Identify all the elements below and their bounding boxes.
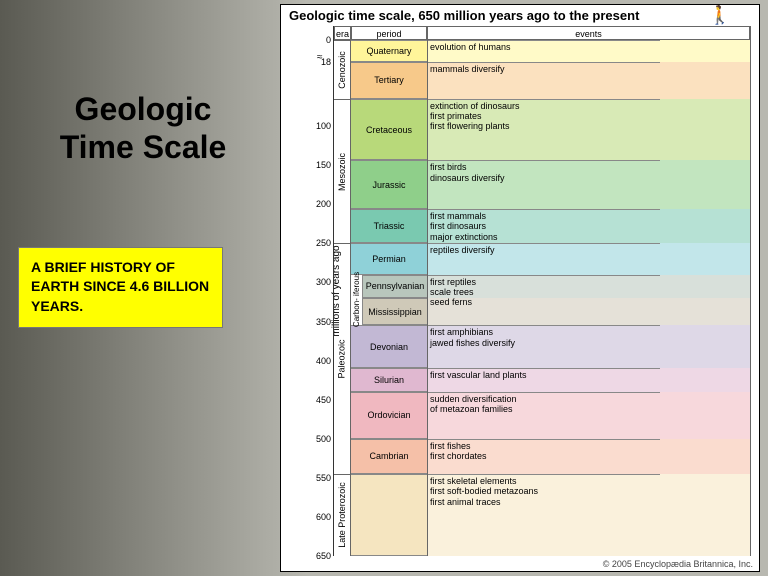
event-text: first vascular land plants [427, 368, 660, 381]
column-header-events: events [427, 26, 750, 40]
title-line-1: Geologic [75, 91, 212, 127]
period-devonian: Devonian [351, 325, 427, 368]
period-ordovician: Ordovician [351, 392, 427, 439]
y-tick: 250 [309, 238, 331, 248]
sub-era-carboniferous: Carbon- iferous [351, 275, 363, 326]
column-header-era: era [334, 26, 351, 40]
y-tick: 500 [309, 434, 331, 444]
event-text: first birdsdinosaurs diversify [427, 160, 660, 184]
period-precambrian [351, 474, 427, 556]
era-cenozoic: Cenozoic [334, 40, 351, 99]
period-tertiary: Tertiary [351, 62, 427, 99]
subtitle-box: A BRIEF HISTORY OF EARTH SINCE 4.6 BILLI… [18, 247, 223, 328]
y-tick: 400 [309, 356, 331, 366]
period-silurian: Silurian [351, 368, 427, 391]
event-text: first amphibiansjawed fishes diversify [427, 325, 660, 349]
y-tick: 200 [309, 199, 331, 209]
period-cambrian: Cambrian [351, 439, 427, 474]
period-mississippian: Mississippian [363, 298, 427, 325]
event-text: extinction of dinosaursfirst primatesfir… [427, 99, 660, 133]
event-text: evolution of humans [427, 40, 660, 53]
page-title: Geologic Time Scale [18, 90, 268, 167]
period-quaternary: Quaternary [351, 40, 427, 62]
title-line-2: Time Scale [60, 129, 227, 165]
y-tick: 550 [309, 473, 331, 483]
event-text: first fishesfirst chordates [427, 439, 660, 463]
event-text: first reptilesscale treesseed ferns [427, 275, 660, 309]
column-header-period: period [351, 26, 427, 40]
scale-break-icon: ≈ [317, 52, 323, 63]
period-pennsylvanian: Pennsylvanian [363, 275, 427, 298]
event-text: sudden diversification of metazoan famil… [427, 392, 660, 416]
y-tick: 300 [309, 277, 331, 287]
period-triassic: Triassic [351, 209, 427, 243]
era-paleozoic: Paleozoic [334, 243, 351, 474]
event-text: reptiles diversify [427, 243, 660, 256]
y-tick: 100 [309, 121, 331, 131]
table-mid-border [427, 26, 428, 556]
y-tick: 350 [309, 317, 331, 327]
era-late-proterozoic: Late Proterozoic [334, 474, 351, 556]
y-tick: 0 [309, 35, 331, 45]
chart-body: millions of years ago 018100150200250300… [309, 26, 759, 556]
period-permian: Permian [351, 243, 427, 274]
event-text: first skeletal elementsfirst soft-bodied… [427, 474, 660, 508]
table-area: eraperiodevents CenozoicMesozoicPaleozoic… [333, 26, 755, 556]
era-mesozoic: Mesozoic [334, 99, 351, 244]
table-right-border [750, 26, 751, 556]
chart-title: Geologic time scale, 650 million years a… [281, 5, 759, 26]
left-pane: Geologic Time Scale A BRIEF HISTORY OF E… [18, 90, 268, 328]
period-cretaceous: Cretaceous [351, 99, 427, 161]
copyright-text: © 2005 Encyclopædia Britannica, Inc. [603, 559, 753, 569]
geologic-time-chart: Geologic time scale, 650 million years a… [280, 4, 760, 572]
y-tick: 600 [309, 512, 331, 522]
human-icon: 🚶 [709, 5, 731, 26]
y-tick: 450 [309, 395, 331, 405]
y-tick: 650 [309, 551, 331, 561]
y-tick: 150 [309, 160, 331, 170]
event-text: first mammalsfirst dinosaursmajor extinc… [427, 209, 660, 243]
period-jurassic: Jurassic [351, 160, 427, 208]
event-text: mammals diversify [427, 62, 660, 75]
